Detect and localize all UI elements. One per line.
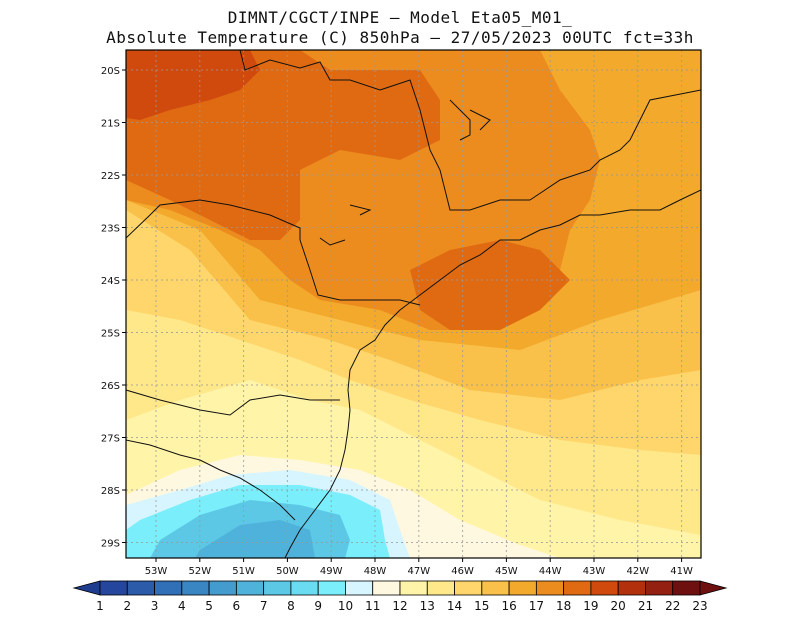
lake-paulista — [449, 99, 491, 141]
lat-tick-label: 22S — [101, 171, 120, 182]
colorbar-label: 1 — [96, 599, 104, 613]
lon-tick-label: 51W — [232, 566, 255, 577]
colorbar-label: 20 — [611, 599, 626, 613]
colorbar-label: 2 — [123, 599, 131, 613]
colorbar-swatch — [508, 580, 537, 596]
colorbar-swatch — [181, 580, 210, 596]
lake-central — [319, 204, 372, 246]
state-border-parana — [299, 239, 421, 306]
lon-tick-label: 46W — [451, 566, 474, 577]
state-border-sc-rs — [126, 389, 340, 416]
colorbar-label: 8 — [287, 599, 295, 613]
colorbar-swatch — [290, 580, 319, 596]
lon-tick-label: 45W — [495, 566, 518, 577]
colorbar-swatch — [154, 580, 183, 596]
colorbar-label: 6 — [233, 599, 241, 613]
colorbar-swatch — [99, 580, 128, 596]
grid-lines — [126, 50, 701, 558]
colorbar-label: 21 — [638, 599, 653, 613]
colorbar-swatch — [481, 580, 510, 596]
state-border-east — [529, 89, 701, 201]
colorbar-arrow-right — [699, 580, 728, 596]
field-8 — [195, 520, 315, 558]
colorbar-label: 12 — [392, 599, 407, 613]
colorbar-arrow-left — [72, 580, 101, 596]
colorbar-label: 17 — [529, 599, 544, 613]
colorbar-swatch — [263, 580, 292, 596]
lat-tick-label: 20S — [101, 66, 120, 77]
field-20 — [126, 50, 260, 120]
colorbar-label: 10 — [338, 599, 353, 613]
colorbar-label: 7 — [260, 599, 268, 613]
colorbar-label: 13 — [420, 599, 435, 613]
colorbar: 1 2 3 4 5 6 7 8 9 10 11 12 13 14 15 16 17 18 19 20 21 22 23 — [72, 580, 728, 613]
temperature-field — [126, 50, 701, 558]
lon-tick-label: 50W — [276, 566, 299, 577]
colorbar-swatch — [372, 580, 401, 596]
colorbar-swatch — [672, 580, 701, 596]
colorbar-swatch — [590, 580, 619, 596]
field-19b — [410, 240, 570, 330]
latitude-ticks: 20S 21S 22S 23S 24S 25S 26S 27S 28S 29S — [101, 66, 126, 550]
lat-tick-label: 21S — [101, 119, 120, 130]
colorbar-swatch — [345, 580, 374, 596]
lon-tick-label: 48W — [364, 566, 387, 577]
colorbar-swatch — [617, 580, 646, 596]
lat-tick-label: 29S — [101, 539, 120, 550]
colorbar-swatch — [426, 580, 455, 596]
colorbar-label: 9 — [314, 599, 322, 613]
map-title-line1: DIMNT/CGCT/INPE – Model Eta05_M01_ — [227, 8, 573, 27]
lat-tick-label: 25S — [101, 329, 120, 340]
longitude-ticks: 53W 52W 51W 50W 49W 48W 47W 46W 45W 44W 43W 42W 41W — [145, 558, 693, 577]
colorbar-label: 16 — [501, 599, 516, 613]
map-title-line2: Absolute Temperature (C) 850hPa – 27/05/… — [106, 28, 694, 47]
lon-tick-label: 41W — [670, 566, 693, 577]
colorbar-label: 14 — [447, 599, 462, 613]
colorbar-swatch — [399, 580, 428, 596]
state-border-rs — [126, 439, 296, 521]
state-border-mg-sp — [239, 50, 530, 211]
lon-tick-label: 42W — [626, 566, 649, 577]
lat-tick-label: 27S — [101, 434, 120, 445]
lon-tick-label: 49W — [320, 566, 343, 577]
colorbar-label: 15 — [474, 599, 489, 613]
coastline-borders — [126, 50, 701, 558]
lon-tick-label: 47W — [407, 566, 430, 577]
colorbar-swatch — [235, 580, 265, 596]
lat-tick-label: 24S — [101, 276, 120, 287]
colorbar-swatch — [563, 580, 592, 596]
colorbar-label: 23 — [692, 599, 707, 613]
coastline — [284, 189, 701, 558]
map-frame — [125, 49, 702, 559]
colorbar-label: 22 — [665, 599, 680, 613]
colorbar-swatch — [317, 580, 346, 596]
state-border-north — [126, 199, 301, 240]
lon-tick-label: 43W — [583, 566, 606, 577]
colorbar-label: 18 — [556, 599, 571, 613]
lat-tick-label: 28S — [101, 486, 120, 497]
colorbar-swatch — [535, 580, 565, 596]
colorbar-label: 4 — [178, 599, 186, 613]
lon-tick-label: 53W — [145, 566, 168, 577]
lat-tick-label: 26S — [101, 381, 120, 392]
colorbar-swatch — [208, 580, 237, 596]
colorbar-label: 19 — [583, 599, 598, 613]
lon-tick-label: 44W — [539, 566, 562, 577]
colorbar-swatch — [454, 580, 483, 596]
colorbar-swatch — [645, 580, 674, 596]
colorbar-label: 11 — [365, 599, 380, 613]
lon-tick-label: 52W — [188, 566, 211, 577]
colorbar-label: 3 — [151, 599, 159, 613]
colorbar-swatch — [126, 580, 155, 596]
colorbar-label: 5 — [205, 599, 213, 613]
lat-tick-label: 23S — [101, 224, 120, 235]
